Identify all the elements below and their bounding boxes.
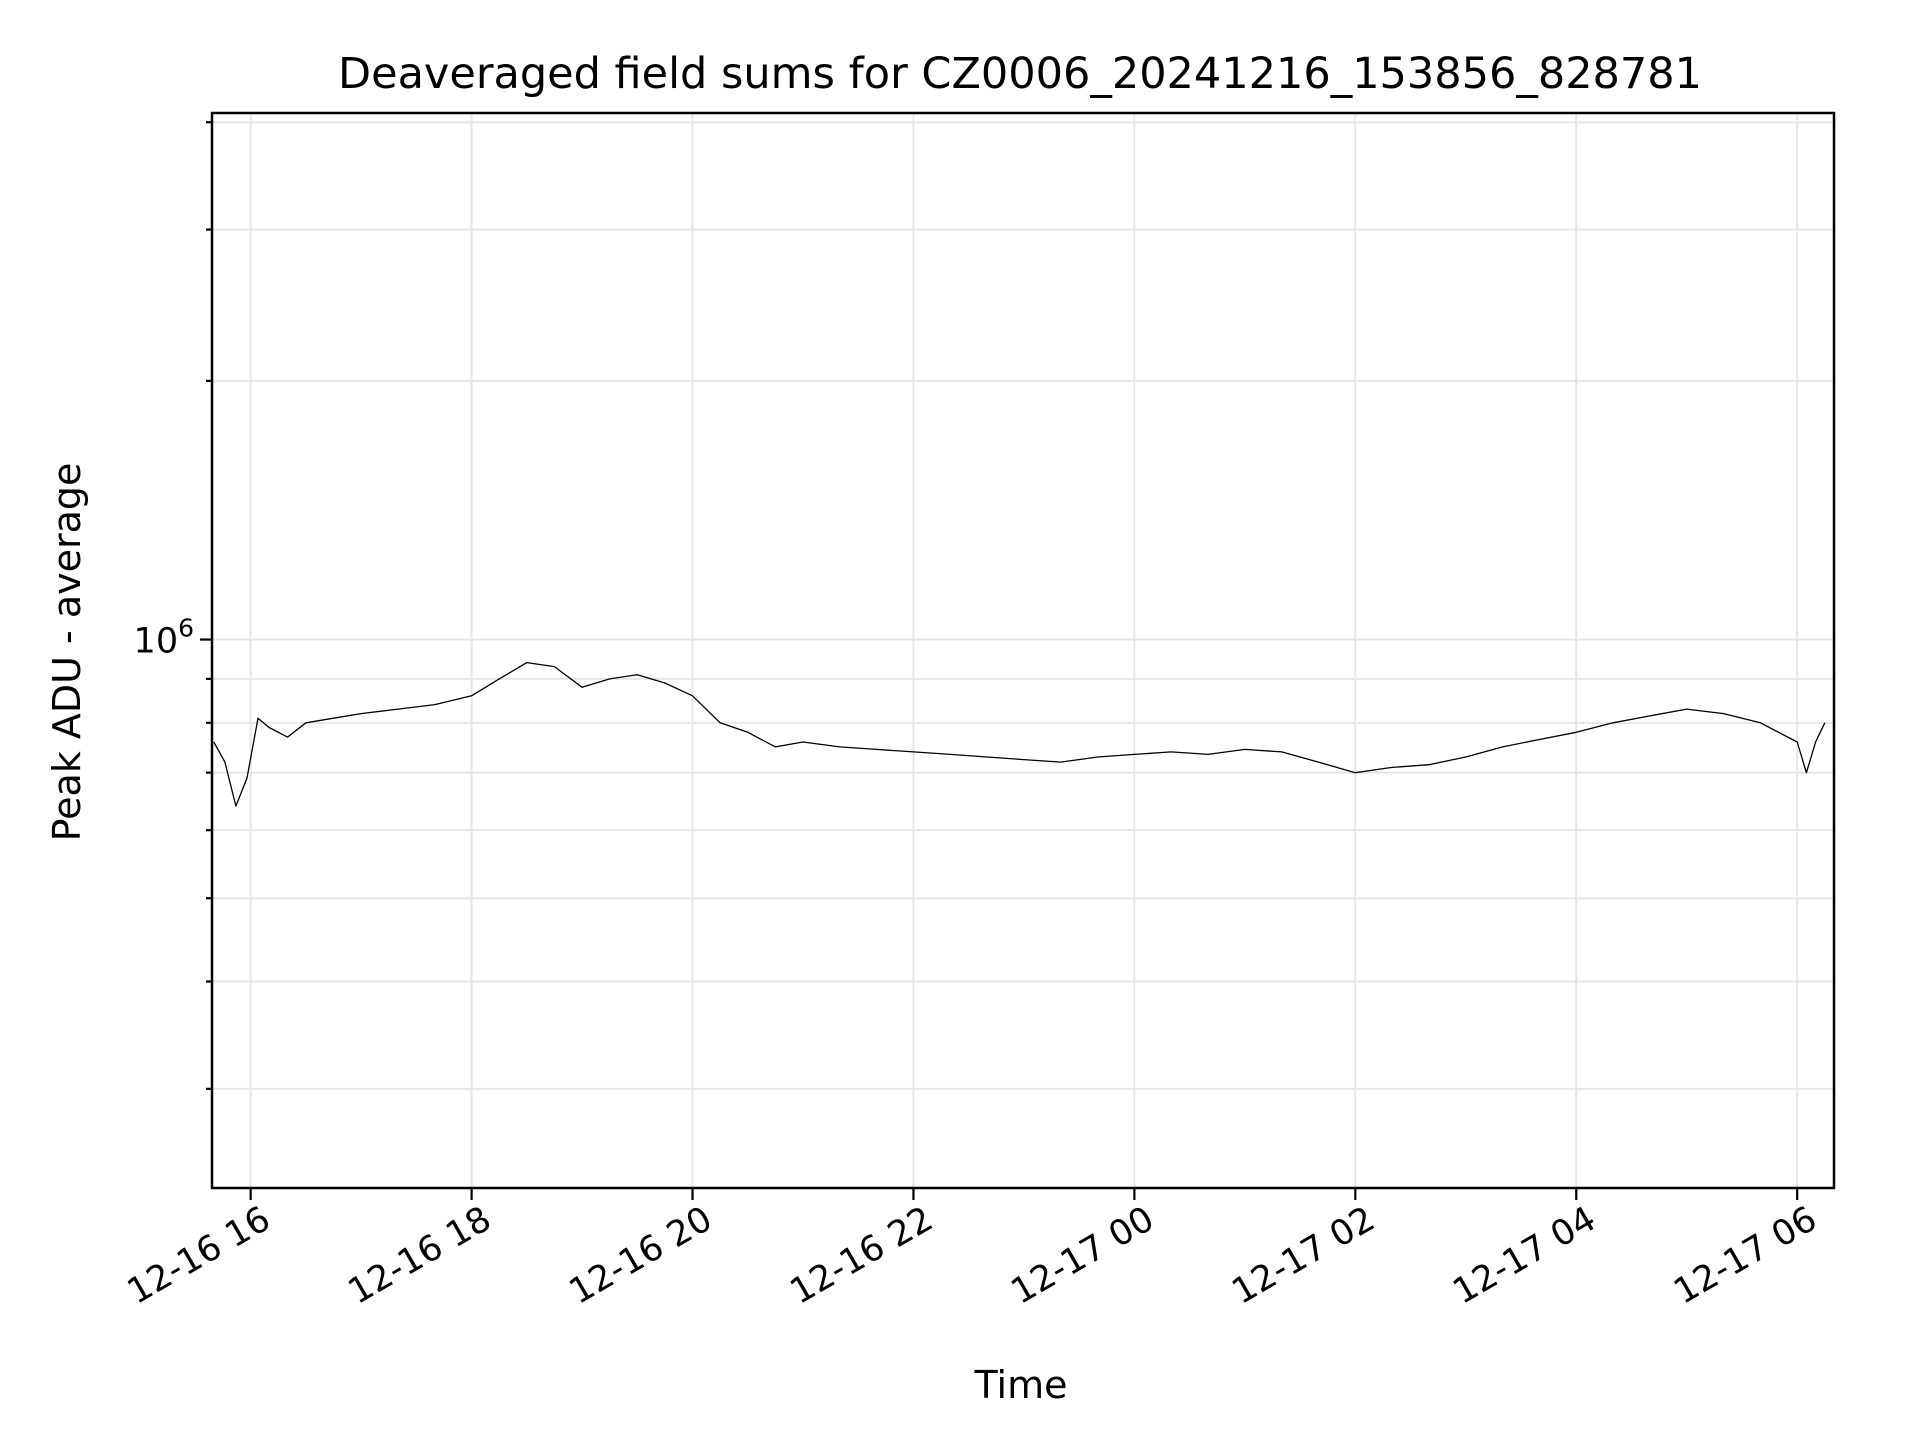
y-tick-label-base: 10 (134, 622, 179, 662)
x-axis-label: Time (974, 1363, 1068, 1407)
y-axis-label: Peak ADU - average (45, 463, 89, 842)
y-tick-label-exponent: 6 (178, 614, 194, 643)
series-line (213, 661, 1826, 807)
y-tick-label: 106 (134, 614, 194, 662)
series-layer (213, 661, 1826, 807)
chart-title: Deaveraged field sums for CZ0006_2024121… (338, 49, 1702, 99)
plot-frame (210, 111, 1836, 1190)
grid-layer (212, 113, 1834, 1188)
